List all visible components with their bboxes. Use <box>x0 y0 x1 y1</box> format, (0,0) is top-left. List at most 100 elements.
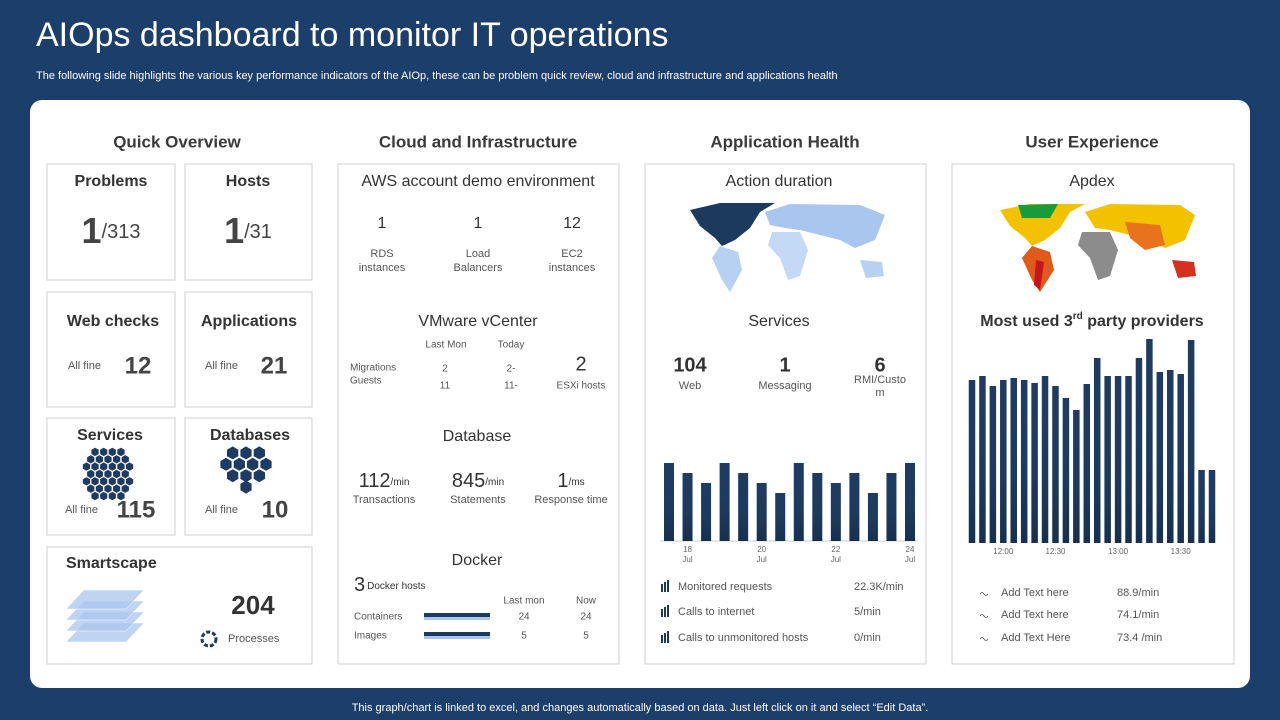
heading: User Experience <box>1025 132 1158 151</box>
row-bar <box>424 617 490 620</box>
section-title: Most used 3rd party providers <box>980 311 1204 331</box>
title-part: party providers <box>1083 313 1204 330</box>
stat-label: Monitored requests <box>678 581 773 593</box>
status: All fine <box>68 360 101 372</box>
value: 112 <box>359 470 391 492</box>
apdex-map <box>1000 204 1196 292</box>
docker-hosts: 3 Docker hosts <box>354 574 425 596</box>
cell: 5 <box>583 631 589 642</box>
stat-label: Add Text here <box>1001 609 1069 621</box>
label: instances <box>549 262 596 274</box>
hex <box>121 455 129 464</box>
stat-icon <box>667 605 669 617</box>
card <box>184 291 313 408</box>
card <box>337 163 620 665</box>
bar <box>1135 358 1143 543</box>
section-title: AWS account demo environment <box>361 173 595 190</box>
hex <box>91 477 99 486</box>
bar <box>1208 470 1216 543</box>
bar <box>1083 384 1091 543</box>
value: 6 <box>874 354 885 376</box>
bar <box>719 463 730 541</box>
aws-metrics: 1 RDS instances 1 Load Balancers 12 EC2 instance… <box>359 215 596 274</box>
x-tick-label: Jul <box>682 555 692 564</box>
bar <box>1031 383 1038 543</box>
bar <box>682 473 693 541</box>
bar <box>1114 376 1122 543</box>
bar <box>849 473 860 541</box>
hex <box>113 455 121 464</box>
value: 10 <box>262 496 289 523</box>
hex <box>227 469 239 483</box>
hex <box>117 491 125 501</box>
label: Statements <box>450 494 506 506</box>
hex <box>117 462 125 471</box>
bar <box>775 493 786 541</box>
hex <box>121 469 129 479</box>
bar <box>756 483 767 541</box>
cell: 5 <box>521 631 527 642</box>
label: Balancers <box>454 262 503 274</box>
stat-label: Add Text here <box>1001 587 1069 599</box>
bar <box>867 493 878 541</box>
hex <box>100 447 108 457</box>
status: All fine <box>65 504 98 516</box>
bar <box>1020 380 1028 543</box>
unit: /min <box>485 477 504 488</box>
label: ESXi hosts <box>557 381 606 392</box>
x-tick-label: 13:00 <box>1108 547 1129 556</box>
metric: 1/ms <box>557 470 584 492</box>
hex <box>104 455 112 464</box>
panel <box>30 100 1250 688</box>
stat-value: 22.3K/min <box>854 581 904 593</box>
column-header: Last Mon <box>425 340 466 351</box>
hex <box>125 462 134 471</box>
row-bar <box>424 636 490 639</box>
label: Databases <box>210 427 290 444</box>
docker-rows: Containers 24 24 Images 5 5 <box>354 612 592 642</box>
stat-value: 88.9/min <box>1117 587 1159 599</box>
bar <box>886 473 897 541</box>
stat-icon <box>661 609 663 617</box>
hex <box>247 457 259 471</box>
hex <box>108 447 116 457</box>
stat-icon <box>979 614 989 618</box>
total: /313 <box>102 221 141 243</box>
label: Hosts <box>226 173 271 190</box>
stat-value: 73.4 /min <box>1117 632 1162 644</box>
section-title: Services <box>748 313 809 330</box>
hex <box>121 484 129 493</box>
label: Transactions <box>353 494 416 506</box>
stat-icon <box>979 592 989 596</box>
label: Problems <box>75 173 148 190</box>
bar <box>1156 372 1164 543</box>
total: /31 <box>244 221 272 243</box>
card <box>46 417 176 536</box>
hex <box>253 446 265 460</box>
layers-icon <box>65 589 145 643</box>
databases-icon <box>220 446 272 494</box>
x-tick-label: 13:30 <box>1171 547 1192 556</box>
stat-icon <box>664 633 666 643</box>
hex <box>95 469 103 479</box>
value: 845 <box>452 470 485 492</box>
cell: 11- <box>504 381 518 392</box>
row-label: Guests <box>350 376 382 387</box>
caption: Processes <box>228 633 280 645</box>
bar <box>664 463 674 541</box>
bar <box>979 376 986 543</box>
hex <box>240 446 252 460</box>
label: RMI/Custo <box>854 374 906 386</box>
hex <box>227 446 239 460</box>
label: Response time <box>534 494 607 506</box>
value: 3 <box>354 574 365 596</box>
bar <box>701 483 712 541</box>
title-sup: rd <box>1073 311 1083 322</box>
unit: /min <box>390 477 409 488</box>
label: Smartscape <box>66 555 157 572</box>
stat-icon <box>664 607 666 617</box>
bar <box>793 463 804 541</box>
section-title: Apdex <box>1069 173 1114 190</box>
